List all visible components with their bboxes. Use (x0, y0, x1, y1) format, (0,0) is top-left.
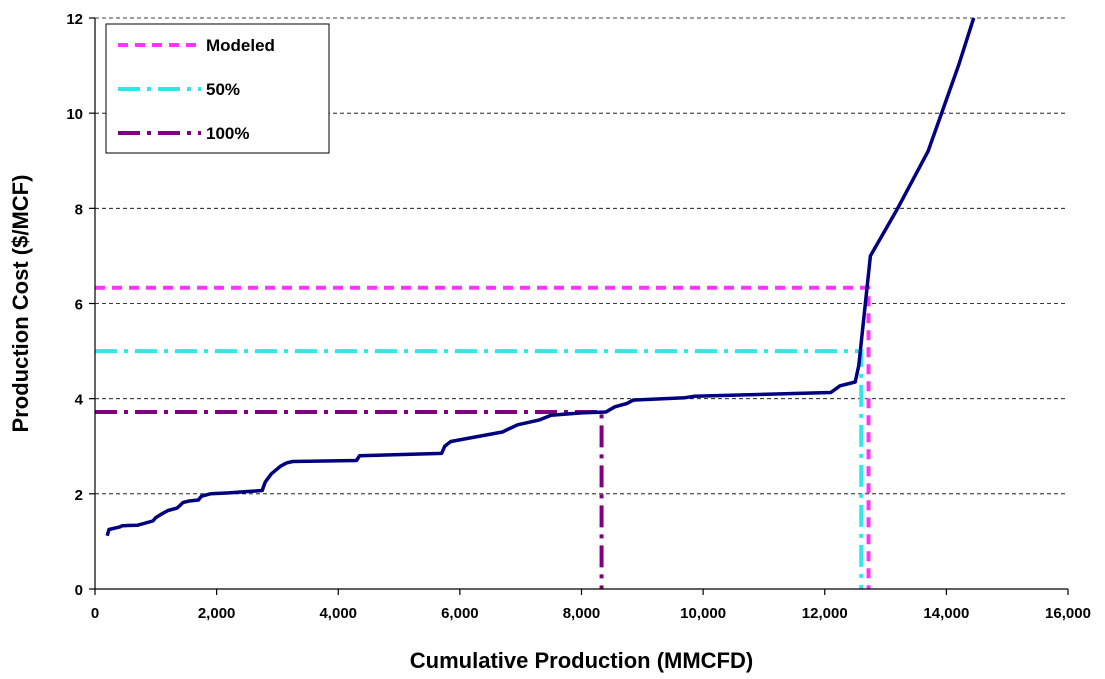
y-tick-label: 6 (75, 297, 83, 314)
x-axis-title: Cumulative Production (MMCFD) (410, 648, 753, 673)
y-tick-label: 2 (75, 487, 83, 504)
x-tick-label: 14,000 (923, 605, 969, 622)
supply-curve-line (105, 17, 976, 537)
y-tick-label: 4 (75, 392, 84, 409)
x-tick-labels: 0 2,000 4,000 6,000 8,000 10,000 12,000 14,000 1… (91, 605, 1091, 622)
x-tick-label: 2,000 (198, 605, 236, 622)
x-tick-label: 12,000 (802, 605, 848, 622)
legend-label: Modeled (206, 36, 275, 55)
y-tick-labels: 0 2 4 6 8 10 12 (66, 11, 83, 599)
x-tick-label: 10,000 (680, 605, 726, 622)
legend-label: 50% (206, 80, 240, 99)
x-tick-label: 16,000 (1045, 605, 1091, 622)
x-tick-label: 8,000 (563, 605, 601, 622)
y-tick-label: 12 (66, 11, 83, 28)
legend-label: 100% (206, 124, 249, 143)
y-tick-label: 10 (66, 106, 83, 123)
reference-line-100-pct (95, 409, 604, 589)
x-tick-label: 4,000 (319, 605, 357, 622)
x-tick-label: 6,000 (441, 605, 479, 622)
legend: Modeled 50% 100% (105, 23, 330, 154)
axes (89, 17, 1069, 595)
y-axis-title: Production Cost ($/MCF) (8, 175, 33, 433)
y-tick-label: 0 (75, 582, 83, 599)
x-tick-label: 0 (91, 605, 99, 622)
y-tick-label: 8 (75, 201, 83, 218)
